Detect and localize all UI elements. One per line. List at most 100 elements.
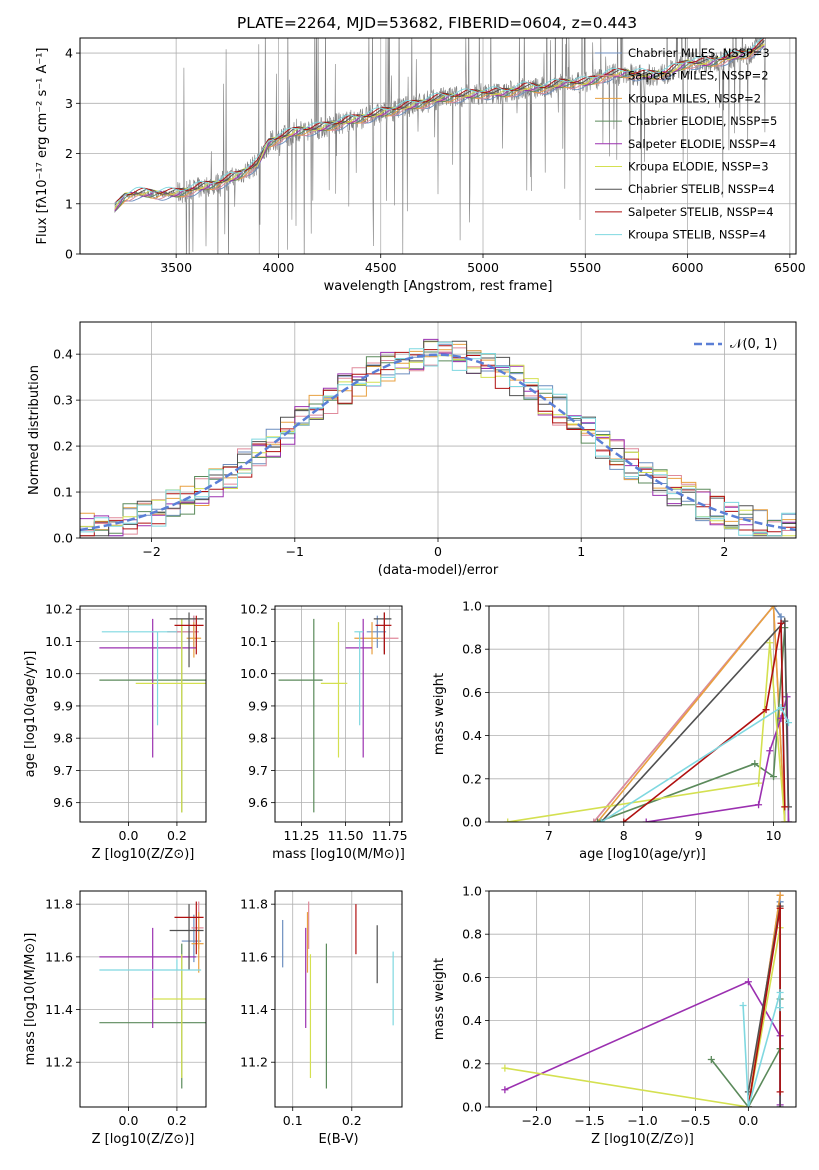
spectrum-xtick-label: 5000 [467, 260, 499, 275]
weight_vs_age-marker [781, 818, 789, 822]
mass_vs_z-panel: 0.0 0.2 11.2 11.4 11.6 11.8 Z [log10(Z/Z⊙)] mas… [23, 890, 207, 1147]
weight_vs_age-series [504, 639, 789, 822]
residuals-ytick-label: 0.2 [53, 439, 73, 454]
weight_vs_age-marker [777, 613, 785, 621]
weight_vs_z-panel: −2.0 −1.5 −1.0 −0.5 0.0 0.0 0.2 0.4 0.6 0.8 1.0 Z [… [432, 884, 797, 1147]
residuals-ytick-label: 0.0 [53, 531, 73, 546]
legend-entry: Kroupa MILES, NSSP=2 [628, 91, 761, 105]
age_vs_z-ytick-label: 10.0 [45, 666, 73, 681]
weight_vs_age-ytick-label: 1.0 [462, 599, 482, 614]
mass_vs_ebv-ytick-label: 11.6 [240, 949, 268, 964]
weight_vs_age-series [597, 704, 793, 822]
spectrum-xtick-label: 4500 [365, 260, 397, 275]
weight_vs_z-frame [488, 890, 797, 1108]
residuals-xlabel: (data-model)/error [378, 563, 499, 578]
weight_vs_age-marker [781, 803, 789, 811]
weight_vs_age-ytick-label: 0.8 [462, 642, 482, 657]
gaussian-curve [80, 353, 796, 532]
age_vs_z-frame [79, 605, 207, 823]
residuals-xtick-label: 2 [720, 544, 728, 559]
age_vs_mass-ytick-label: 9.6 [248, 795, 268, 810]
age_vs_mass-ytick-label: 10.2 [240, 602, 268, 617]
residual-histogram [80, 341, 796, 537]
residuals-ylabel: Normed distribution [27, 365, 42, 495]
weight_vs_age-marker [770, 773, 778, 781]
spectrum-model-line [114, 40, 765, 206]
spectrum-ytick-label: 1 [65, 196, 73, 211]
spectrum-ytick-label: 0 [65, 247, 73, 262]
age_vs_z-ylabel: age [log10(age/yr)] [23, 651, 38, 778]
weight_vs_z-xtick-label: −0.5 [680, 1113, 710, 1128]
age_vs_z-panel: 0.0 0.2 9.6 9.7 9.8 9.9 10.0 10.1 10.2 Z [log10(Z… [23, 602, 207, 862]
age_vs_mass-ytick-label: 10.0 [240, 666, 268, 681]
residuals-frame [79, 321, 797, 539]
legend-entry: Salpeter MILES, NSSP=2 [628, 69, 769, 83]
mass_vs_z-point [181, 914, 202, 963]
weight_vs_age-marker [594, 818, 602, 822]
weight_vs_z-ytick-label: 0.8 [462, 927, 482, 942]
residuals-ytick-label: 0.4 [53, 347, 73, 362]
weight_vs_z-marker [776, 904, 784, 912]
age_vs_z-ytick-label: 9.7 [53, 763, 73, 778]
residuals-plot-area [80, 322, 796, 538]
weight_vs_age-ytick-label: 0.6 [462, 685, 482, 700]
age_vs_z-ytick-label: 9.9 [53, 698, 73, 713]
spectrum-xtick-label: 6000 [672, 260, 704, 275]
mass_vs_z-point [174, 901, 204, 955]
weight_vs_age-marker [766, 747, 774, 755]
spectrum-xtick-label: 6500 [774, 260, 806, 275]
weight_vs_z-xlabel: Z [log10(Z/Z⊙)] [591, 1132, 694, 1147]
weight_vs_age-series-line [596, 606, 786, 822]
legend-entry: Kroupa STELIB, NSSP=4 [628, 228, 766, 242]
weight_vs_age-series [590, 606, 789, 822]
mass_vs_ebv-panel: 0.1 0.2 11.2 11.4 11.6 11.8 E(B-V) [240, 890, 403, 1147]
spectrum-xtick-label: 3500 [160, 260, 192, 275]
residuals-xtick-label: 0 [434, 544, 442, 559]
mass_vs_z-ytick-label: 11.2 [45, 1055, 73, 1070]
mass_vs_z-ytick-label: 11.4 [45, 1002, 73, 1017]
age_vs_mass-ytick-label: 9.8 [248, 731, 268, 746]
residuals-xtick-label: −1 [286, 544, 304, 559]
legend-entry: Salpeter ELODIE, NSSP=4 [628, 137, 776, 151]
spectrum-panel: 3500 4000 4500 5000 5500 6000 6500 0 1 2 3 4 wavelen… [35, 37, 806, 294]
weight_vs_z-ytick-label: 1.0 [462, 884, 482, 899]
weight_vs_z-ylabel: mass weight [432, 958, 447, 1040]
spectrum-plot-area [80, 38, 796, 254]
weight_vs_age-plot-area [489, 606, 796, 822]
spectrum-xlabel: wavelength [Angstrom, rest frame] [324, 279, 553, 294]
age_vs_mass-point [278, 618, 323, 813]
spectrum-ytick-label: 3 [65, 96, 73, 111]
mass_vs_z-ytick-label: 11.8 [45, 897, 73, 912]
weight_vs_z-marker [776, 1088, 784, 1096]
spectrum-ytick-label: 2 [65, 146, 73, 161]
weight_vs_age-marker [590, 818, 598, 822]
weight_vs_age-xtick-label: 10 [766, 828, 782, 843]
weight_vs_z-marker [776, 989, 784, 997]
weight_vs_age-marker [597, 818, 605, 822]
weight_vs_z-plot-area [489, 891, 796, 1107]
mass_vs_ebv-plot-area [275, 891, 402, 1107]
age_vs_mass-ytick-label: 9.7 [248, 763, 268, 778]
weight_vs_age-series [642, 693, 793, 822]
mass_vs_z-point [99, 927, 197, 1028]
spectrum-xtick-label: 4000 [263, 260, 295, 275]
spectrum-xtick-label: 5500 [569, 260, 601, 275]
mass_vs_z-ylabel: mass [log10(M/M⊙)] [23, 933, 38, 1066]
mass_vs_z-xtick-label: 0.0 [119, 1113, 139, 1128]
mass_vs_z-plot-area [80, 891, 206, 1107]
weight_vs_age-marker [755, 779, 763, 787]
weight_vs_age-xtick-label: 8 [620, 828, 628, 843]
weight_vs_age-series [620, 619, 789, 822]
weight_vs_z-xtick-label: −1.0 [627, 1113, 657, 1128]
weight_vs_age-marker [504, 818, 512, 822]
weight_vs_z-xtick-label: −2.0 [521, 1113, 551, 1128]
legend-entry: Chabrier ELODIE, NSSP=5 [628, 114, 777, 128]
legend-entry: Chabrier MILES, NSSP=3 [628, 46, 770, 60]
age_vs_z-ytick-label: 10.2 [45, 602, 73, 617]
age_vs_mass-xtick-label: 11.75 [372, 828, 408, 843]
mass_vs_z-point [152, 954, 206, 1079]
age_vs_mass-point [354, 631, 364, 726]
weight_vs_z-series-line [504, 927, 781, 1107]
age_vs_z-point [174, 615, 204, 655]
legend-entry: Chabrier STELIB, NSSP=4 [628, 182, 775, 196]
